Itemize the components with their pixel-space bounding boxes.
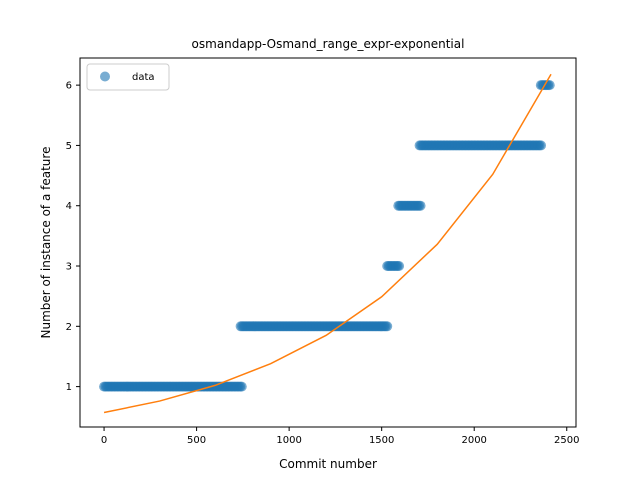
x-tick-label: 500 (187, 435, 206, 446)
y-tick-label: 3 (66, 262, 72, 273)
y-axis-label: Number of instance of a feature (39, 147, 53, 339)
chart-title: osmandapp-Osmand_range_expr-exponential (192, 37, 465, 51)
x-tick-label: 0 (101, 435, 107, 446)
y-tick-label: 5 (66, 141, 72, 152)
x-tick-label: 2000 (461, 435, 486, 446)
y-axis: 1 2 3 4 5 6 (66, 81, 80, 393)
data-point (536, 140, 547, 151)
legend: data (86, 63, 170, 91)
data-point (415, 200, 426, 211)
data-point (236, 381, 247, 392)
fit-curve (103, 73, 552, 414)
plot-area (99, 73, 555, 414)
x-tick-label: 1500 (369, 435, 394, 446)
y-tick-label: 4 (66, 201, 72, 212)
x-tick-label: 1000 (276, 435, 301, 446)
axes-frame (79, 57, 577, 428)
legend-label-data: data (132, 72, 155, 83)
x-axis-label: Commit number (279, 457, 377, 471)
legend-box (86, 63, 170, 91)
x-axis: 0 500 1000 1500 2000 2500 (101, 427, 579, 446)
data-point (394, 261, 405, 272)
y-tick-label: 2 (66, 322, 72, 333)
data-point (382, 321, 393, 332)
y-tick-label: 6 (66, 81, 72, 92)
y-tick-label: 1 (66, 382, 72, 393)
legend-marker-data (100, 71, 110, 82)
data-point (544, 80, 555, 91)
x-tick-label: 2500 (554, 435, 579, 446)
